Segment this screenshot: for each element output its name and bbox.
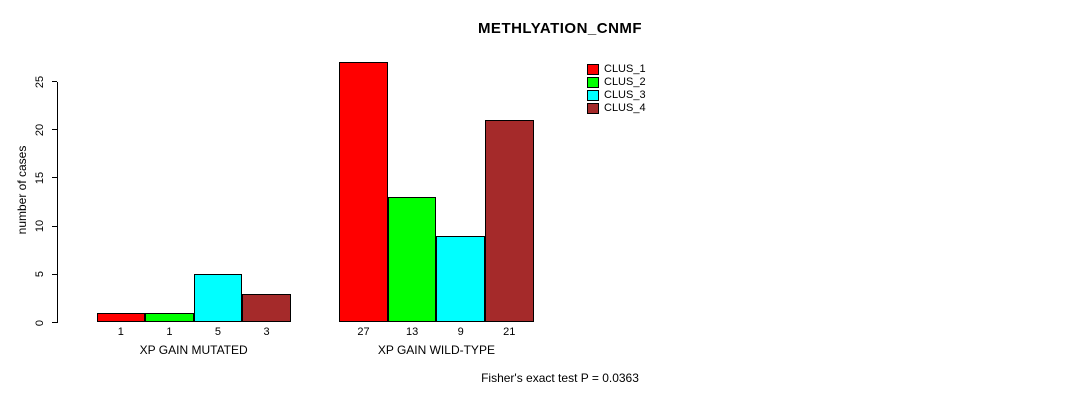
chart-title: METHLYATION_CNMF bbox=[477, 20, 643, 37]
legend-label: CLUS_4 bbox=[604, 102, 646, 114]
y-tick bbox=[52, 81, 57, 82]
bar-count-label: 9 bbox=[457, 326, 464, 338]
bar-count-label: 21 bbox=[503, 326, 516, 338]
bar-count-label: 3 bbox=[263, 326, 270, 338]
y-tick bbox=[52, 322, 57, 323]
bar bbox=[387, 197, 437, 323]
legend-item: CLUS_2 bbox=[587, 76, 646, 89]
legend-item: CLUS_1 bbox=[587, 63, 646, 76]
legend-swatch bbox=[587, 77, 599, 88]
legend-swatch bbox=[587, 90, 599, 101]
bar bbox=[145, 312, 194, 323]
y-tick-label: 15 bbox=[34, 171, 46, 185]
bar bbox=[339, 62, 388, 323]
y-tick bbox=[52, 129, 57, 131]
legend-label: CLUS_1 bbox=[604, 63, 646, 75]
legend-label: CLUS_2 bbox=[604, 76, 646, 88]
group-label: XP GAIN MUTATED bbox=[139, 343, 248, 357]
y-tick-label: 25 bbox=[34, 75, 46, 88]
legend-item: CLUS_4 bbox=[587, 102, 646, 115]
legend: CLUS_1 CLUS_2 CLUS_3 CLUS_4 bbox=[587, 63, 646, 115]
bar-count-label: 13 bbox=[405, 326, 419, 338]
fisher-test-annotation: Fisher's exact test P = 0.0363 bbox=[481, 371, 639, 385]
y-axis-line bbox=[57, 81, 58, 323]
y-tick bbox=[52, 225, 57, 227]
legend-label: CLUS_3 bbox=[604, 89, 646, 101]
y-tick-label: 5 bbox=[34, 271, 46, 278]
y-tick bbox=[52, 177, 57, 179]
bar-count-label: 5 bbox=[214, 326, 222, 338]
bar bbox=[436, 235, 485, 323]
y-tick-label: 0 bbox=[34, 319, 46, 326]
bar bbox=[242, 293, 291, 323]
y-tick-label: 20 bbox=[34, 123, 46, 136]
legend-swatch bbox=[587, 64, 599, 75]
bar-count-label: 1 bbox=[166, 326, 173, 338]
bar-count-label: 27 bbox=[357, 326, 370, 338]
bar-count-label: 1 bbox=[117, 326, 124, 338]
bar bbox=[96, 312, 146, 323]
bar bbox=[193, 274, 243, 323]
group-label: XP GAIN WILD-TYPE bbox=[377, 343, 495, 357]
bar bbox=[485, 120, 534, 323]
legend-item: CLUS_3 bbox=[587, 89, 646, 102]
y-axis-title: number of cases bbox=[15, 145, 29, 235]
legend-swatch bbox=[587, 103, 599, 114]
y-tick bbox=[52, 273, 57, 275]
y-tick-label: 10 bbox=[34, 219, 46, 233]
